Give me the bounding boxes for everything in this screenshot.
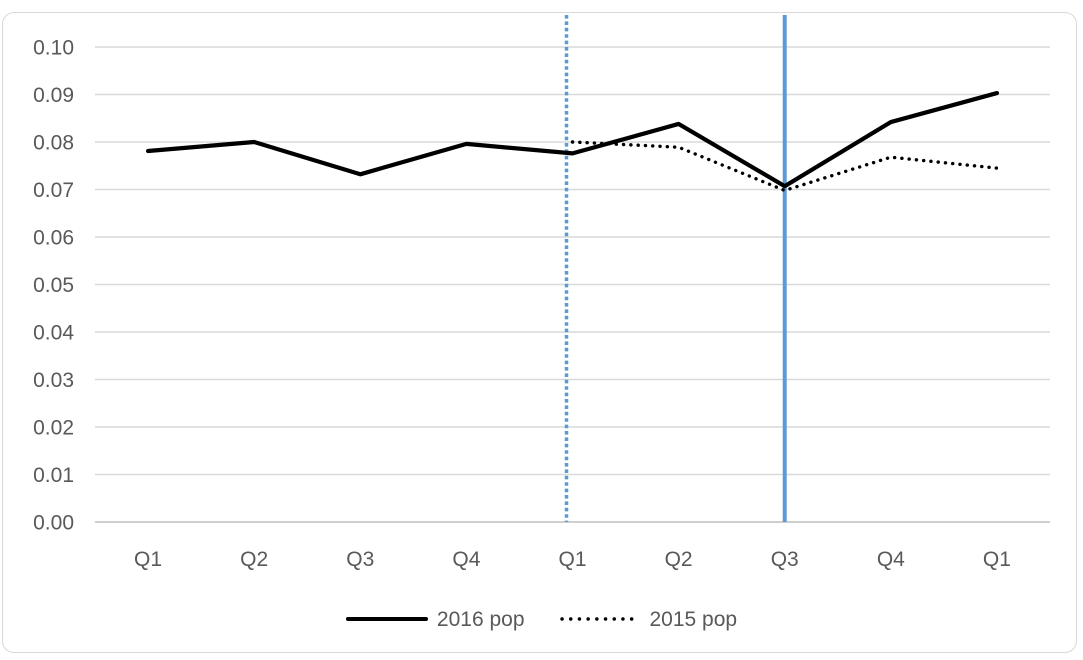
y-tick-label: 0.01 xyxy=(33,464,74,487)
series-line-2016-pop xyxy=(145,90,1000,189)
y-tick-label: 0.08 xyxy=(33,132,74,155)
x-tick-label: Q1 xyxy=(983,548,1011,571)
y-tick-label: 0.04 xyxy=(33,322,74,345)
y-tick-label: 0.05 xyxy=(33,274,74,297)
x-tick-label: Q1 xyxy=(134,548,162,571)
x-tick-label: Q3 xyxy=(346,548,374,571)
legend-label-2016-pop: 2016 pop xyxy=(436,607,525,631)
y-tick-label: 0.02 xyxy=(33,417,74,440)
y-tick-label: 0.06 xyxy=(33,227,74,250)
chart-legend: 2016 pop 2015 pop xyxy=(0,602,1083,636)
x-tick-label: Q1 xyxy=(558,548,586,571)
y-tick-label: 0.10 xyxy=(33,37,74,60)
legend-item-2016-pop: 2016 pop xyxy=(345,607,525,631)
x-tick-label: Q2 xyxy=(665,548,693,571)
x-tick-label: Q2 xyxy=(240,548,268,571)
legend-label-2015-pop: 2015 pop xyxy=(649,607,738,631)
y-tick-label: 0.00 xyxy=(33,512,74,535)
y-tick-label: 0.07 xyxy=(33,179,74,202)
legend-solid-line-swatch xyxy=(345,617,428,621)
legend-item-2015-pop: 2015 pop xyxy=(559,607,738,631)
x-tick-label: Q4 xyxy=(877,548,905,571)
x-tick-label: Q4 xyxy=(452,548,480,571)
y-tick-label: 0.03 xyxy=(33,369,74,392)
y-tick-label: 0.09 xyxy=(33,84,74,107)
legend-dotted-line-swatch xyxy=(559,617,641,621)
x-tick-label: Q3 xyxy=(771,548,799,571)
